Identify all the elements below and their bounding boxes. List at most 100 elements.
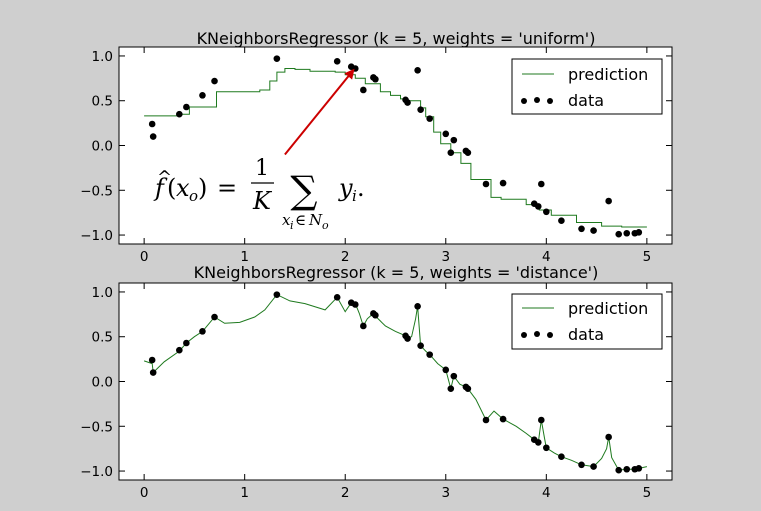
data-point [273,291,281,298]
legend: prediction data [511,58,663,115]
formula-sum-set-sub: o [322,219,329,232]
data-point [333,294,341,301]
x-tick-label: 1 [240,249,249,265]
data-point [578,225,585,233]
data-point [635,465,643,472]
y-tick-label: 0.0 [92,375,113,391]
formula-x: x [176,174,190,202]
formula-equals: = [217,174,237,202]
plot-title: KNeighborsRegressor (k = 5, weights = 'd… [194,263,599,282]
data-point [426,115,433,122]
data-point [623,465,631,473]
data-point [372,75,379,83]
data-point [635,229,643,236]
data-point [590,463,597,470]
distance-subplot: KNeighborsRegressor (k = 5, weights = 'd… [80,263,673,501]
data-point [176,110,183,118]
x-tick-label: 2 [341,249,350,265]
y-tick-label: −0.5 [80,183,113,199]
x-tick-label: 5 [643,249,652,265]
data-point [183,339,190,347]
data-point [149,133,157,140]
data-point [499,415,507,423]
data-point [499,179,507,187]
legend-label-prediction: prediction [568,65,648,84]
y-tick-label: 0.5 [92,94,113,110]
formula-element-of: ∈ [295,211,306,229]
legend: prediction data [511,293,663,350]
legend-label-data: data [568,325,604,344]
formula-paren-open: ( [167,174,176,202]
data-point [360,86,367,94]
uniform-subplot: KNeighborsRegressor (k = 5, weights = 'u… [80,29,673,265]
data-point [537,416,545,424]
data-point [482,180,490,188]
data-point [615,466,623,474]
data-point [623,229,631,237]
data-point [333,58,341,65]
data-point [605,433,612,441]
data-point [450,136,458,144]
plot-title: KNeighborsRegressor (k = 5, weights = 'u… [197,29,596,48]
data-point [543,208,550,216]
data-point [605,197,612,205]
x-tick-label: 2 [341,485,350,501]
data-point [211,313,218,321]
legend-marker [521,332,527,338]
data-point [404,99,411,106]
data-point [148,120,156,128]
y-tick-label: 1.0 [92,285,113,301]
data-point [558,217,565,225]
data-point [414,302,421,310]
data-point [414,66,421,74]
data-point [372,311,379,319]
data-point [199,328,206,335]
data-point [578,461,585,469]
data-point [199,92,206,99]
formula-denominator: K [252,187,273,215]
x-tick-label: 5 [643,485,652,501]
x-tick-label: 3 [441,249,450,265]
x-tick-label: 3 [441,485,450,501]
x-tick-label: 1 [240,485,249,501]
annotation-arrow [284,68,355,156]
data-point [417,106,424,113]
legend-box [511,293,663,350]
data-point [482,416,490,424]
x-tick-label: 4 [542,249,551,265]
axis-ticks: 0 1 2 3 4 5 1.0 0.5 0.0 −0.5 −1.0 [80,283,672,501]
legend-box [511,58,663,115]
data-point [450,372,458,380]
data-point [351,301,359,308]
formula-hat: ^ [157,167,172,188]
data-point [442,130,450,138]
formula-period: . [357,174,365,202]
x-tick-label: 0 [140,249,149,265]
formula-y-sub: i [352,187,357,205]
series-layer [144,55,647,238]
data-point [447,149,455,156]
formula-paren-close: ) [198,174,207,202]
legend-marker [521,98,527,104]
data-point [148,356,156,364]
data-point [537,180,545,188]
axis-ticks: 0 1 2 3 4 5 1.0 0.5 0.0 −0.5 −1.0 [80,47,672,265]
y-tick-label: −1.0 [80,228,113,244]
legend-marker [534,97,540,103]
legend-label-data: data [568,91,604,110]
legend-label-prediction: prediction [568,299,648,318]
data-point [442,366,450,374]
legend-marker [547,332,553,338]
data-point [360,322,367,330]
data-point [211,77,218,85]
data-point [273,55,281,62]
data-point [149,369,157,376]
y-tick-label: 0.5 [92,330,113,346]
data-point [590,227,597,234]
data-point [543,444,550,452]
formula-sum-index: x [282,211,291,229]
data-point [183,103,190,111]
data-point [447,385,455,392]
data-point [558,453,565,461]
